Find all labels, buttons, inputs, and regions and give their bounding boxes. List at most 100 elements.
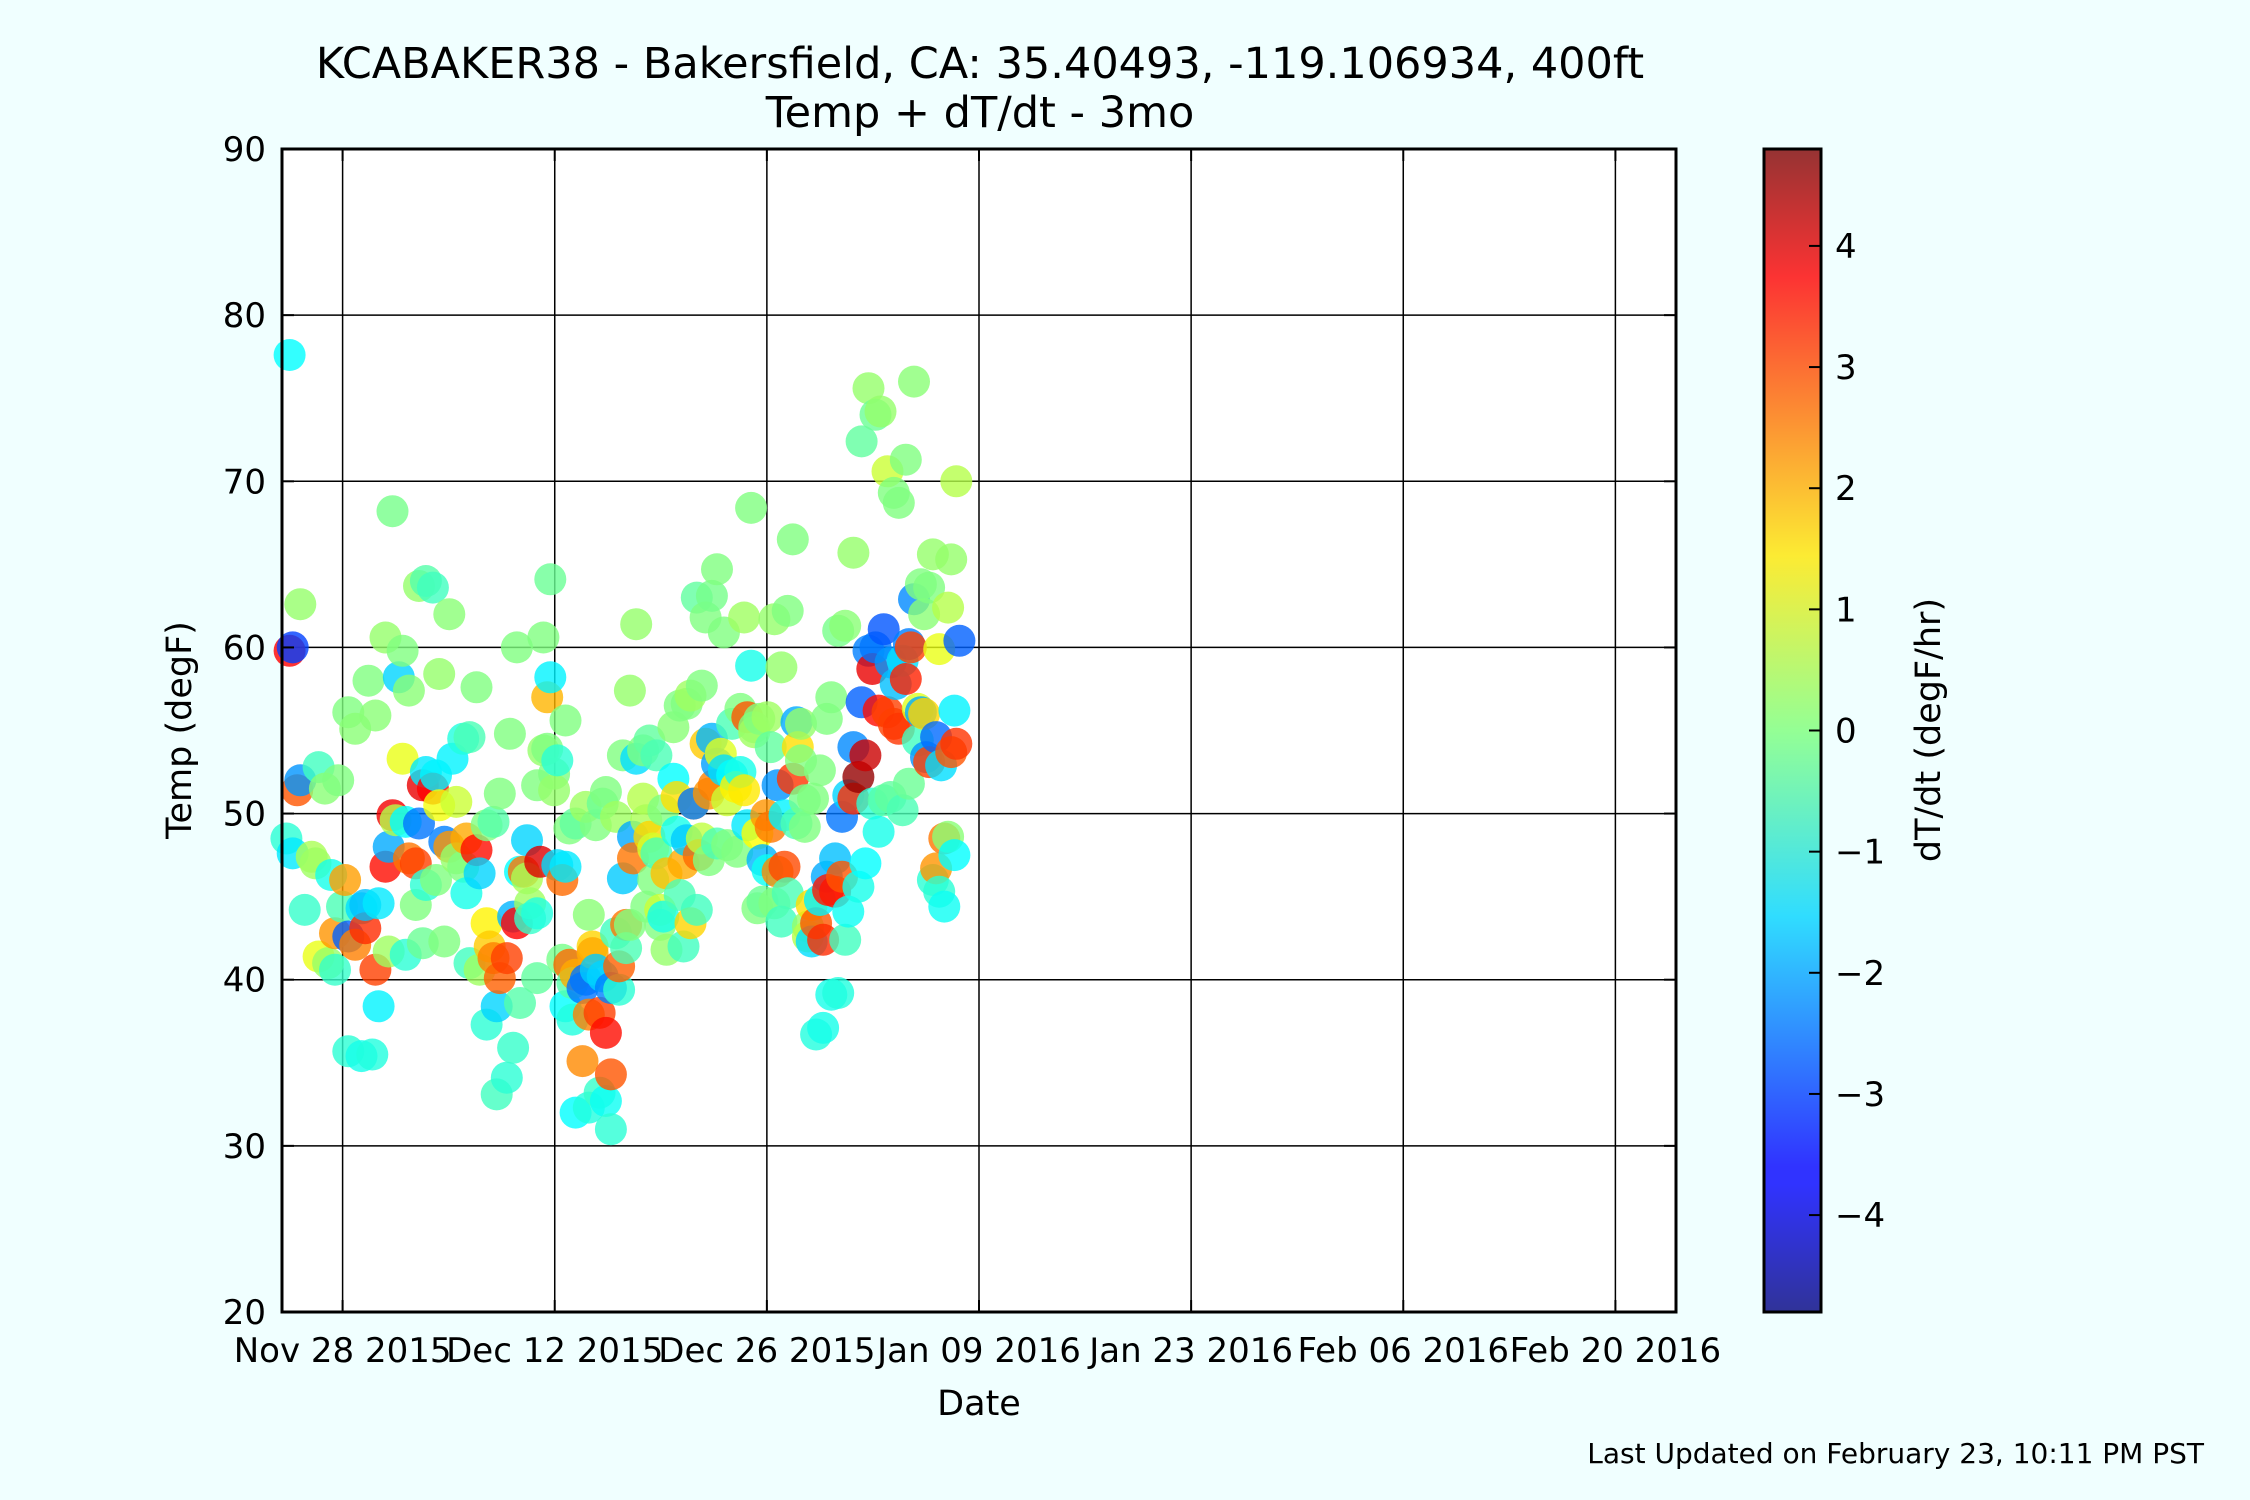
- data-point: [695, 579, 728, 612]
- y-tick-label: 20: [223, 1293, 266, 1333]
- data-point: [541, 744, 574, 777]
- data-point: [938, 839, 971, 872]
- grid-lines: [282, 149, 1676, 1312]
- data-point: [362, 887, 395, 920]
- data-point: [362, 990, 395, 1023]
- colorbar-ticks: −4 −3 −2 −1 0 1 2 3 4: [1809, 227, 1885, 1236]
- data-point: [356, 1038, 389, 1071]
- data-point: [832, 895, 865, 928]
- data-point: [349, 912, 382, 945]
- data-point: [822, 977, 855, 1009]
- data-point: [913, 571, 946, 604]
- data-point: [776, 523, 809, 556]
- data-point: [589, 1016, 622, 1049]
- data-point: [521, 897, 554, 930]
- data-point: [500, 631, 533, 664]
- data-point: [460, 671, 493, 704]
- data-point: [490, 1061, 523, 1094]
- data-point: [594, 1058, 627, 1091]
- data-point: [594, 1113, 627, 1146]
- data-point: [480, 990, 513, 1023]
- data-point: [765, 651, 798, 684]
- data-point: [829, 923, 862, 956]
- data-point: [359, 699, 392, 732]
- data-point: [728, 774, 761, 807]
- data-point: [701, 553, 733, 586]
- data-point: [483, 777, 516, 810]
- data-point: [534, 661, 567, 694]
- data-point: [352, 664, 385, 697]
- data-point: [284, 588, 317, 621]
- data-point: [932, 591, 965, 624]
- data-point: [788, 810, 821, 843]
- data-point: [807, 923, 840, 956]
- colorbar-tick-label: −3: [1835, 1075, 1885, 1115]
- data-point: [680, 893, 713, 926]
- data-point: [538, 774, 571, 807]
- data-point: [894, 631, 927, 664]
- chart-subtitle: Temp + dT/dt - 3mo: [765, 88, 1195, 138]
- data-point: [386, 634, 419, 667]
- colorbar-tick-label: 4: [1835, 227, 1857, 267]
- x-tick-label: Jan 23 2016: [1087, 1331, 1293, 1371]
- data-point: [613, 674, 646, 707]
- data-point: [620, 608, 653, 641]
- data-point: [521, 962, 554, 995]
- y-tick-label: 40: [223, 961, 266, 1001]
- x-tick-label: Feb 06 2016: [1297, 1331, 1509, 1371]
- x-tick-label: Dec 12 2015: [446, 1331, 663, 1371]
- data-point: [460, 834, 493, 867]
- data-point: [867, 613, 900, 646]
- data-point: [815, 681, 848, 714]
- data-point: [943, 624, 976, 657]
- x-tick-label: Dec 26 2015: [658, 1331, 875, 1371]
- colorbar-tick-label: −2: [1835, 954, 1885, 994]
- data-point: [392, 674, 425, 707]
- data-point: [685, 669, 718, 702]
- data-point: [504, 987, 536, 1019]
- data-point: [549, 850, 582, 883]
- data-point: [420, 864, 452, 896]
- colorbar-tick-label: 2: [1835, 469, 1857, 509]
- colorbar-tick-label: 3: [1835, 348, 1857, 388]
- x-axis-label: Date: [937, 1384, 1021, 1424]
- data-point: [423, 658, 456, 690]
- data-point: [889, 443, 922, 476]
- data-point: [288, 893, 321, 926]
- data-point: [940, 465, 973, 498]
- x-tick-label: Nov 28 2015: [234, 1331, 452, 1371]
- data-point: [589, 776, 622, 808]
- colorbar-tick-label: −4: [1835, 1196, 1885, 1236]
- data-point: [849, 847, 882, 880]
- data-point: [807, 1011, 840, 1044]
- data-point: [940, 727, 973, 760]
- data-points: [270, 339, 976, 1146]
- data-point: [892, 767, 925, 800]
- colorbar-tick-label: −1: [1835, 833, 1885, 873]
- data-point: [735, 649, 768, 682]
- data-point: [728, 601, 761, 634]
- data-point: [751, 701, 784, 734]
- data-point: [768, 850, 801, 883]
- y-tick-label: 90: [223, 130, 266, 170]
- data-point: [829, 609, 862, 642]
- data-point: [928, 890, 961, 923]
- last-updated-note: Last Updated on February 23, 10:11 PM PS…: [1587, 1437, 2205, 1470]
- data-point: [470, 907, 503, 940]
- x-tick-label: Jan 09 2016: [875, 1331, 1081, 1371]
- data-point: [416, 571, 449, 604]
- chart-title: KCABAKER38 - Bakersfield, CA: 35.40493, …: [316, 39, 1644, 89]
- colorbar-tick-label: 1: [1835, 590, 1857, 630]
- y-tick-label: 30: [223, 1127, 266, 1167]
- data-point: [477, 805, 510, 838]
- data-point: [386, 742, 419, 775]
- data-point: [428, 925, 461, 958]
- colorbar-tick-label: 0: [1835, 712, 1857, 752]
- data-point: [453, 721, 486, 754]
- data-point: [889, 663, 922, 695]
- data-point: [603, 973, 636, 1006]
- data-point: [754, 731, 787, 764]
- data-point: [908, 598, 941, 631]
